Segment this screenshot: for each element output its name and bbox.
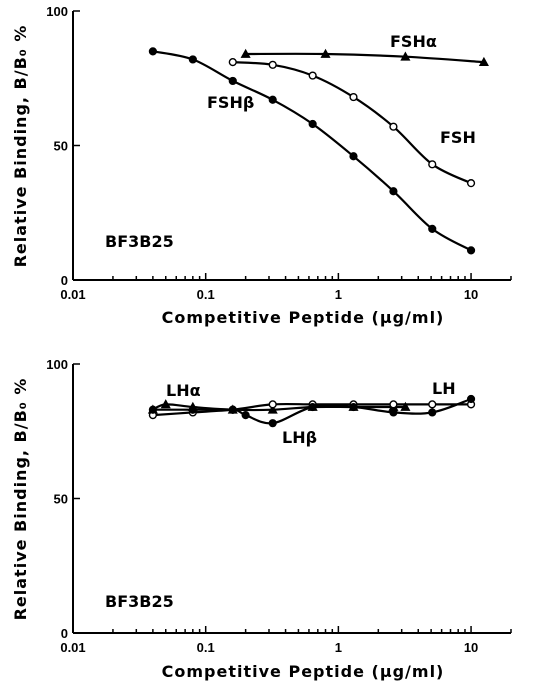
data-point-lh — [241, 411, 250, 420]
bottom-series-label-lh-alpha: LHα — [166, 381, 201, 400]
data-point-lh — [228, 405, 237, 414]
top-x-axis-title: Competitive Peptide (µg/ml) — [162, 308, 445, 327]
top-panel-label: BF3B25 — [105, 232, 174, 251]
data-point-fsh — [228, 58, 237, 67]
y-tick-label: 50 — [54, 139, 68, 154]
data-point-lh — [188, 405, 197, 414]
data-point-fsh — [389, 122, 398, 131]
data-point-fsh — [349, 152, 358, 161]
data-point-lh — [308, 402, 317, 412]
x-tick-label: 0.1 — [197, 640, 215, 655]
data-point-lh — [148, 405, 157, 414]
top-markers — [148, 47, 489, 255]
data-point-fsh — [268, 95, 277, 104]
data-point-fsh — [466, 179, 476, 188]
data-point-lh — [389, 408, 398, 417]
bottom-x-axis-title: Competitive Peptide (µg/ml) — [162, 662, 445, 681]
x-tick-label: 0.1 — [197, 287, 215, 302]
top-y-axis-title: Relative Binding, B/B₀ % — [11, 25, 30, 268]
data-point-fsh — [389, 187, 398, 196]
data-point-lh — [428, 408, 437, 417]
data-point-fsh — [400, 51, 411, 61]
x-tick-label: 1 — [335, 640, 342, 655]
data-point-fsh — [308, 119, 317, 129]
data-point-fsh — [478, 56, 489, 66]
data-point-lh — [389, 400, 398, 409]
data-point-fsh — [428, 224, 437, 233]
data-point-fsh — [148, 47, 157, 56]
data-point-lh — [428, 400, 437, 409]
x-tick-label: 0.01 — [60, 640, 85, 655]
top-series-label-fsh: FSH — [440, 128, 476, 147]
y-tick-label: 0 — [61, 626, 68, 641]
x-tick-label: 10 — [464, 640, 478, 655]
data-point-fsh — [240, 48, 251, 58]
data-point-lh — [268, 400, 277, 409]
data-point-fsh — [349, 92, 358, 102]
y-tick-label: 100 — [46, 357, 68, 372]
data-point-lh — [466, 394, 476, 404]
y-tick-label: 0 — [61, 273, 68, 288]
data-point-fsh — [308, 71, 317, 80]
data-point-fsh — [188, 55, 197, 64]
data-point-lh — [349, 402, 358, 412]
y-tick-label: 50 — [54, 492, 68, 507]
bottom-series-label-lh-beta: LHβ — [282, 428, 317, 447]
x-tick-label: 0.01 — [60, 287, 85, 302]
data-point-fsh — [466, 246, 476, 255]
data-point-lh — [268, 419, 277, 428]
data-point-lh — [267, 404, 278, 414]
bottom-panel-label: BF3B25 — [105, 592, 174, 611]
data-point-lh — [160, 399, 171, 409]
data-point-fsh — [428, 160, 437, 169]
x-tick-label: 1 — [335, 287, 342, 302]
top-series-label-fsh-beta: FSHβ — [207, 93, 254, 112]
bottom-y-axis-title: Relative Binding, B/B₀ % — [11, 378, 30, 621]
data-point-fsh — [228, 76, 237, 86]
data-point-fsh — [320, 48, 331, 58]
bottom-markers — [147, 394, 476, 428]
series-line-fsh — [245, 52, 484, 64]
series-line-lh — [152, 397, 472, 425]
x-tick-label: 10 — [464, 287, 478, 302]
y-tick-label: 100 — [46, 4, 68, 19]
data-point-fsh — [268, 60, 277, 69]
bottom-series-label-lh: LH — [432, 379, 456, 398]
data-point-lh — [400, 401, 411, 411]
series-line-fsh — [152, 50, 472, 252]
top-curves — [152, 50, 484, 252]
top-series-label-fsh-alpha: FSHα — [390, 32, 437, 51]
